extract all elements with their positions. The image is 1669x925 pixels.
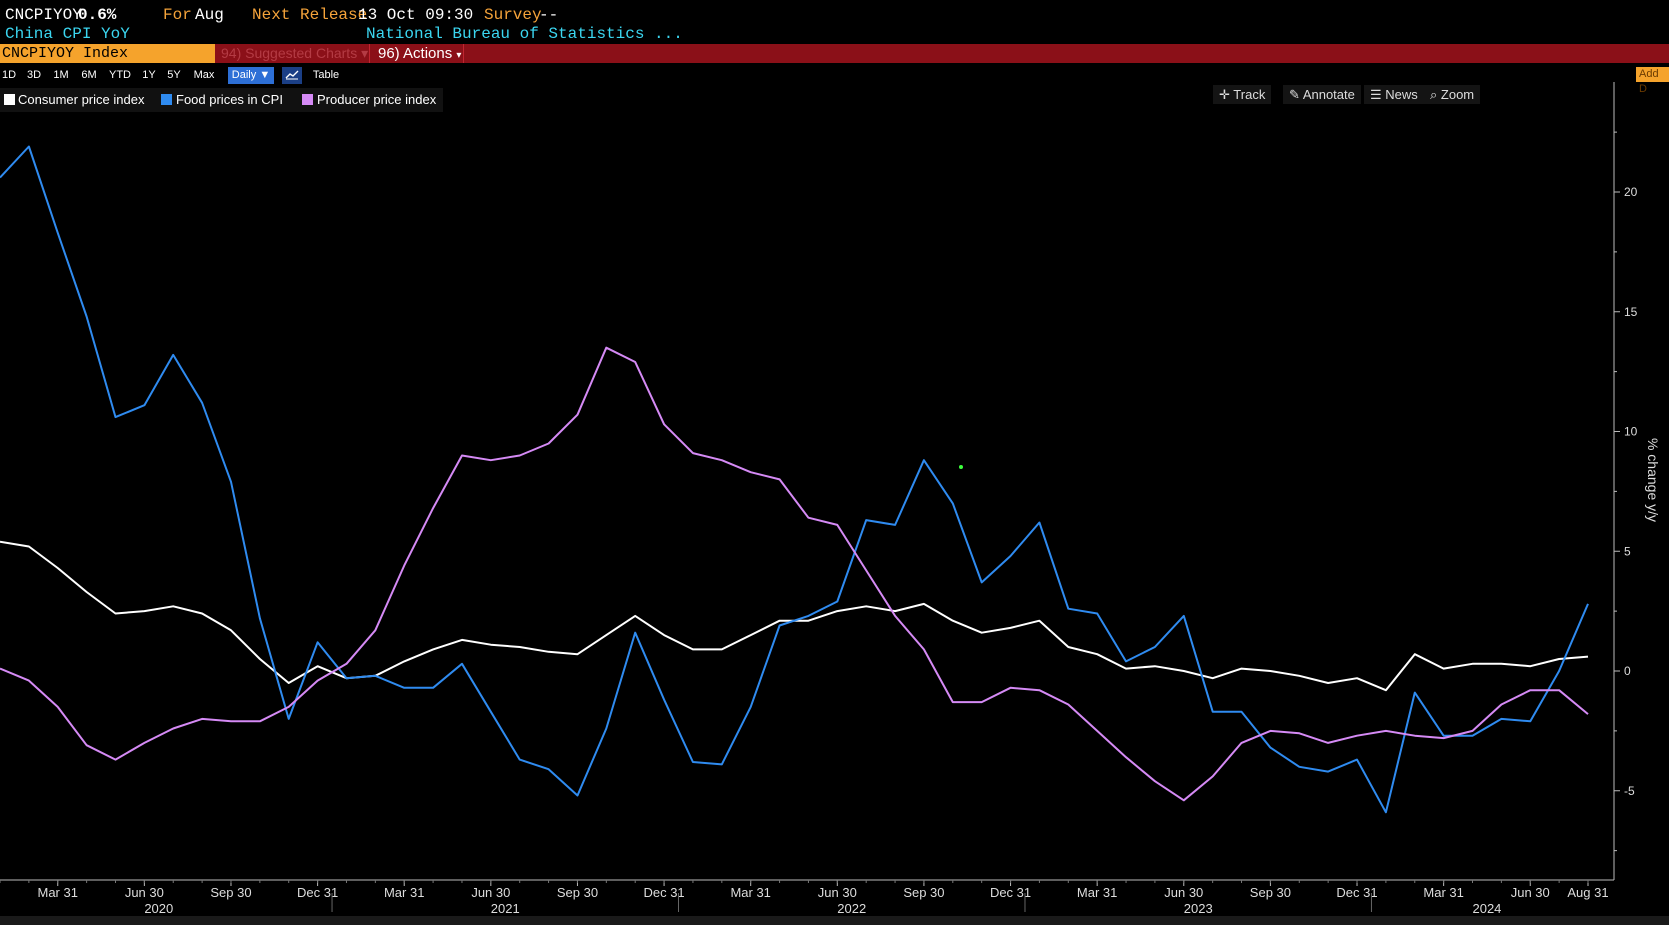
- last-value: 0.6%: [78, 6, 117, 24]
- news-label: News: [1385, 87, 1418, 102]
- data-source: National Bureau of Statistics ...: [366, 25, 683, 43]
- year-label: 2020: [144, 901, 173, 916]
- y-tick-label: 0: [1624, 664, 1631, 678]
- range-1d-button[interactable]: 1D: [1, 69, 17, 81]
- news-button[interactable]: ☰ News: [1364, 85, 1424, 104]
- x-tick-label: Mar 31: [384, 885, 424, 900]
- y-tick-label: -5: [1624, 784, 1635, 798]
- x-tick-label: Mar 31: [38, 885, 78, 900]
- marker-dot: [959, 465, 963, 469]
- series-line-1[interactable]: [0, 145, 1589, 814]
- x-tick-label: Mar 31: [1077, 885, 1117, 900]
- x-tick-label: Sep 30: [210, 885, 251, 900]
- x-tick-label: Dec 31: [297, 885, 338, 900]
- news-icon: ☰: [1370, 87, 1382, 102]
- x-tick-label: Dec 31: [990, 885, 1031, 900]
- legend-label-ppi[interactable]: Producer price index: [317, 92, 437, 107]
- security-field[interactable]: CNCPIYOY Index: [0, 44, 215, 63]
- chevron-down-icon: ▾: [361, 45, 369, 61]
- legend-swatch-cpi: [4, 94, 15, 105]
- x-tick-label: Mar 31: [1423, 885, 1463, 900]
- year-label: 2022: [837, 901, 866, 916]
- series-line-2[interactable]: [0, 346, 1589, 802]
- range-1m-button[interactable]: 1M: [53, 69, 69, 81]
- next-release-value: 13 Oct 09:30: [358, 6, 474, 24]
- legend-swatch-ppi: [302, 94, 313, 105]
- frequency-label: Daily: [231, 69, 257, 81]
- x-tick-label: Aug 31: [1567, 885, 1608, 900]
- x-tick-label: Sep 30: [557, 885, 598, 900]
- zoom-label: Zoom: [1440, 87, 1475, 102]
- range-1y-button[interactable]: 1Y: [142, 69, 156, 81]
- legend-label-food[interactable]: Food prices in CPI: [176, 92, 283, 107]
- legend-label-cpi[interactable]: Consumer price index: [18, 92, 145, 107]
- legend-swatch-food: [161, 94, 172, 105]
- for-label: For: [163, 6, 192, 24]
- for-value: Aug: [195, 6, 224, 24]
- track-button[interactable]: ✛ Track: [1213, 85, 1272, 104]
- survey-label: Survey: [484, 6, 542, 24]
- track-label: Track: [1233, 87, 1266, 102]
- y-tick-label: 20: [1624, 185, 1638, 199]
- year-label: 2024: [1472, 901, 1501, 916]
- x-tick-label: Jun 30: [471, 885, 510, 900]
- x-tick-label: Dec 31: [1336, 885, 1377, 900]
- x-tick-label: Jun 30: [1164, 885, 1203, 900]
- range-3d-button[interactable]: 3D: [26, 69, 42, 81]
- actions-label: Actions: [403, 45, 453, 62]
- actions-button[interactable]: 96) Actions ▾: [374, 44, 464, 63]
- next-release-label: Next Release: [252, 6, 368, 24]
- zoom-button[interactable]: ⌕ Zoom: [1424, 85, 1481, 104]
- ticker-label: CNCPIYOY: [5, 6, 82, 24]
- x-tick-label: Jun 30: [125, 885, 164, 900]
- chart-legend: [0, 88, 443, 112]
- range-max-button[interactable]: Max: [193, 69, 215, 81]
- range-5y-button[interactable]: 5Y: [167, 69, 181, 81]
- survey-value: --: [539, 6, 559, 24]
- series-line-0[interactable]: [0, 540, 1589, 692]
- security-header: CNCPIYOY 0.6% For Aug Next Release 13 Oc…: [0, 0, 1669, 44]
- x-tick-label: Sep 30: [1250, 885, 1291, 900]
- annotate-label: Annotate: [1302, 87, 1355, 102]
- chevron-down-icon: ▾: [456, 50, 462, 61]
- horizontal-scrollbar[interactable]: [0, 916, 1669, 925]
- frequency-dropdown[interactable]: Daily ▼: [228, 67, 274, 84]
- range-ytd-button[interactable]: YTD: [109, 69, 131, 81]
- command-toolbar: [0, 44, 1669, 63]
- actions-prefix: 96): [378, 45, 400, 62]
- table-button[interactable]: Table: [312, 69, 340, 81]
- line-chart-icon[interactable]: [282, 67, 302, 84]
- year-label: 2023: [1184, 901, 1213, 916]
- range-6m-button[interactable]: 6M: [81, 69, 97, 81]
- magnifier-icon: ⌕: [1430, 87, 1438, 102]
- suggested-charts-prefix: 94): [221, 45, 242, 61]
- y-tick-label: 15: [1624, 305, 1638, 319]
- year-label: 2021: [491, 901, 520, 916]
- x-tick-label: Mar 31: [730, 885, 770, 900]
- annotate-button[interactable]: ✎ Annotate: [1283, 85, 1361, 104]
- suggested-charts-button[interactable]: 94) Suggested Charts ▾: [217, 44, 370, 63]
- x-tick-label: Dec 31: [643, 885, 684, 900]
- x-tick-label: Jun 30: [818, 885, 857, 900]
- y-axis-label: % change y/y: [1645, 438, 1661, 522]
- y-tick-label: 5: [1624, 544, 1631, 558]
- y-tick-label: 10: [1624, 425, 1638, 439]
- chevron-down-icon: ▼: [259, 69, 271, 81]
- crosshair-icon: ✛: [1219, 87, 1230, 102]
- x-tick-label: Jun 30: [1511, 885, 1550, 900]
- suggested-charts-label: Suggested Charts: [245, 45, 358, 61]
- pencil-icon: ✎: [1289, 87, 1300, 102]
- add-data-button[interactable]: Add D: [1636, 67, 1669, 95]
- security-description: China CPI YoY: [5, 25, 130, 43]
- x-tick-label: Sep 30: [903, 885, 944, 900]
